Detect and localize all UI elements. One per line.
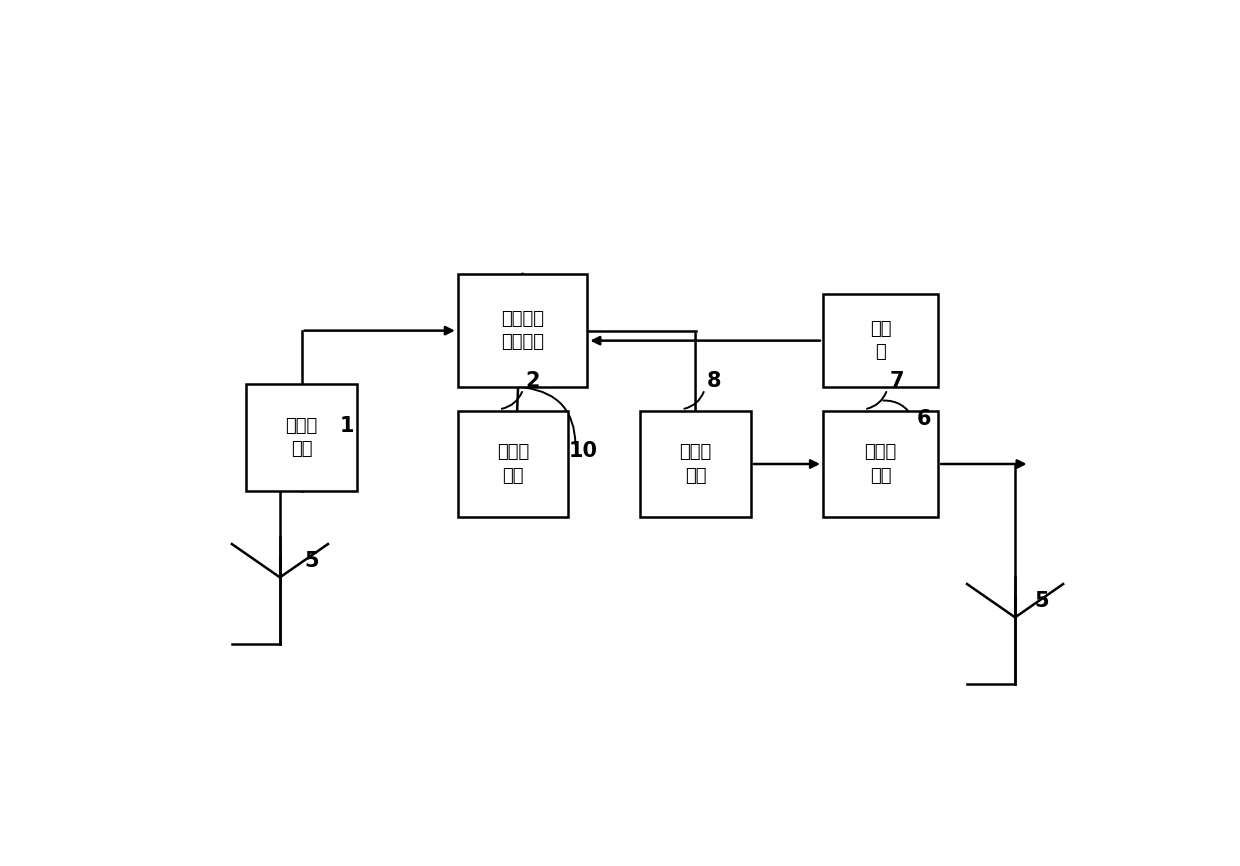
Bar [823, 410, 939, 517]
Bar [640, 410, 751, 517]
Text: 音频信号
切换单元: 音频信号 切换单元 [501, 310, 544, 352]
Text: 8: 8 [707, 371, 722, 391]
Text: 送话
器: 送话 器 [869, 320, 892, 361]
Text: 混音单
元二: 混音单 元二 [680, 443, 712, 485]
Text: 发射单
元二: 发射单 元二 [864, 443, 897, 485]
Bar [823, 294, 939, 387]
Text: 5: 5 [304, 552, 319, 572]
Text: 2: 2 [525, 371, 539, 391]
Text: 5: 5 [1034, 591, 1049, 611]
Text: 6: 6 [918, 410, 931, 430]
Text: 接收单
元一: 接收单 元一 [285, 417, 317, 458]
Text: 7: 7 [889, 371, 904, 391]
Bar [458, 274, 588, 387]
Bar [458, 410, 568, 517]
Text: 受话单
元一: 受话单 元一 [497, 443, 529, 485]
Text: 10: 10 [569, 442, 598, 462]
Bar [247, 384, 357, 491]
Text: 1: 1 [340, 416, 353, 436]
